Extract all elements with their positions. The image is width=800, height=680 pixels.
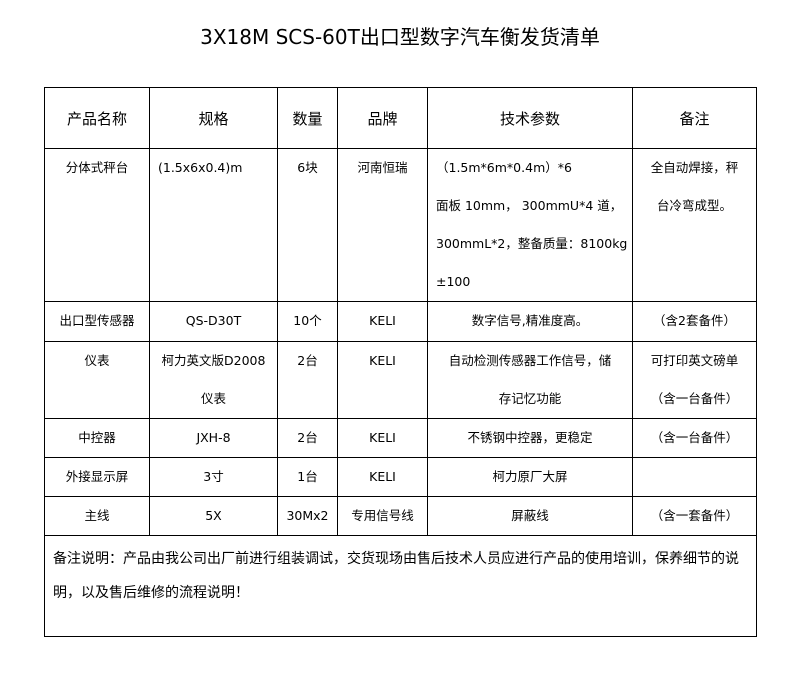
header-cell: 品牌 xyxy=(337,87,428,149)
table-row: 主线 5X 30Mx2 专用信号线 屏蔽线 （含一套备件） xyxy=(44,496,757,536)
product-name-cell: 主线 xyxy=(44,496,150,536)
tech-params-cell-line: 数字信号,精准度高。 xyxy=(471,313,589,328)
brand-cell: KELI xyxy=(337,457,428,497)
product-name-cell: 分体式秤台 xyxy=(44,148,150,302)
product-name-cell: 出口型传感器 xyxy=(44,301,150,342)
header-cell: 技术参数 xyxy=(427,87,633,149)
product-name-cell: 外接显示屏 xyxy=(44,457,150,497)
note-cell-line: （含一台备件） xyxy=(650,430,739,445)
tech-params-cell-line: 自动检测传感器工作信号，储 xyxy=(448,353,612,368)
tech-params-cell-line: 面板 10mm， 300mmU*4 道， xyxy=(436,198,623,213)
quantity-cell: 2台 xyxy=(277,418,338,458)
spec-cell: 5X xyxy=(149,496,278,536)
spec-cell: QS-D30T xyxy=(149,301,278,342)
table-row: 分体式秤台 (1.5x6x0.4)m 6块 河南恒瑞 （1.5m*6m*0.4m）*6 面… xyxy=(44,148,757,302)
note-cell: （含一套备件） xyxy=(632,496,757,536)
note-cell-line: （含一台备件） xyxy=(650,391,739,406)
remark-text: 备注说明：产品由我公司出厂前进行组装调试，交货现场由售后技术人员应进行产品的使用… xyxy=(44,535,757,637)
quantity-cell: 1台 xyxy=(277,457,338,497)
tech-params-cell: 不锈钢中控器，更稳定 xyxy=(427,418,633,458)
note-cell: 全自动焊接，秤 台冷弯成型。 xyxy=(632,148,757,302)
tech-params-cell: 柯力原厂大屏 xyxy=(427,457,633,497)
header-cell: 备注 xyxy=(632,87,757,149)
note-cell xyxy=(632,457,757,497)
spec-cell-line: JXH-8 xyxy=(196,430,231,445)
spec-cell-line: 仪表 xyxy=(200,391,226,406)
spec-cell: 柯力英文版D2008 仪表 xyxy=(149,341,278,419)
tech-params-cell-line: 300mmL*2，整备质量：8100kg xyxy=(436,236,628,251)
spec-cell-line: 3寸 xyxy=(203,469,224,484)
note-cell-line: 台冷弯成型。 xyxy=(656,198,732,213)
tech-params-cell-line: 存记忆功能 xyxy=(498,391,562,406)
note-cell: （含一台备件） xyxy=(632,418,757,458)
spec-cell-line: 柯力英文版D2008 xyxy=(161,353,266,368)
spec-cell-line: QS-D30T xyxy=(185,313,242,328)
shipping-list-table: 产品名称 规格 数量 品牌 技术参数 备注 分体式秤台 (1.5x6x0.4)m 6… xyxy=(44,87,757,637)
spec-cell: (1.5x6x0.4)m xyxy=(149,148,278,302)
brand-cell: KELI xyxy=(337,341,428,419)
spec-cell-line: (1.5x6x0.4)m xyxy=(158,160,243,175)
table-header-row: 产品名称 规格 数量 品牌 技术参数 备注 xyxy=(44,87,757,149)
quantity-cell: 6块 xyxy=(277,148,338,302)
tech-params-cell-line: 不锈钢中控器，更稳定 xyxy=(467,430,593,445)
brand-cell: 专用信号线 xyxy=(337,496,428,536)
table-row: 出口型传感器 QS-D30T 10个 KELI 数字信号,精准度高。 （含2套备件） xyxy=(44,301,757,342)
header-cell: 规格 xyxy=(149,87,278,149)
brand-cell: KELI xyxy=(337,418,428,458)
tech-params-cell: 屏蔽线 xyxy=(427,496,633,536)
note-cell-line: 全自动焊接，秤 xyxy=(650,160,739,175)
tech-params-cell-line: ±100 xyxy=(436,274,471,289)
tech-params-cell-line: （1.5m*6m*0.4m）*6 xyxy=(436,160,572,175)
note-cell-line: （含一套备件） xyxy=(650,508,739,523)
spec-cell: 3寸 xyxy=(149,457,278,497)
table-row: 外接显示屏 3寸 1台 KELI 柯力原厂大屏 xyxy=(44,457,757,497)
note-cell-line: 可打印英文磅单 xyxy=(650,353,739,368)
tech-params-cell-line: 屏蔽线 xyxy=(511,508,549,523)
note-cell: （含2套备件） xyxy=(632,301,757,342)
quantity-cell: 30Mx2 xyxy=(277,496,338,536)
brand-cell: KELI xyxy=(337,301,428,342)
note-cell: 可打印英文磅单 （含一台备件） xyxy=(632,341,757,419)
tech-params-cell: 数字信号,精准度高。 xyxy=(427,301,633,342)
product-name-cell: 仪表 xyxy=(44,341,150,419)
product-name-cell: 中控器 xyxy=(44,418,150,458)
note-cell-line: （含2套备件） xyxy=(653,313,736,328)
tech-params-cell: （1.5m*6m*0.4m）*6 面板 10mm， 300mmU*4 道， 300m… xyxy=(427,148,633,302)
tech-params-cell-line: 柯力原厂大屏 xyxy=(492,469,568,484)
header-cell: 数量 xyxy=(277,87,338,149)
remark-row: 备注说明：产品由我公司出厂前进行组装调试，交货现场由售后技术人员应进行产品的使用… xyxy=(44,535,757,637)
quantity-cell: 2台 xyxy=(277,341,338,419)
tech-params-cell: 自动检测传感器工作信号，储 存记忆功能 xyxy=(427,341,633,419)
header-cell: 产品名称 xyxy=(44,87,150,149)
table-row: 中控器 JXH-8 2台 KELI 不锈钢中控器，更稳定 （含一台备件） xyxy=(44,418,757,458)
document-title: 3X18M SCS-60T出口型数字汽车衡发货清单 xyxy=(200,25,600,49)
spec-cell-line: 5X xyxy=(205,508,222,523)
quantity-cell: 10个 xyxy=(277,301,338,342)
brand-cell: 河南恒瑞 xyxy=(337,148,428,302)
spec-cell: JXH-8 xyxy=(149,418,278,458)
table-row: 仪表 柯力英文版D2008 仪表 2台 KELI 自动检测传感器工作信号，储 存记忆功能 可打… xyxy=(44,341,757,419)
